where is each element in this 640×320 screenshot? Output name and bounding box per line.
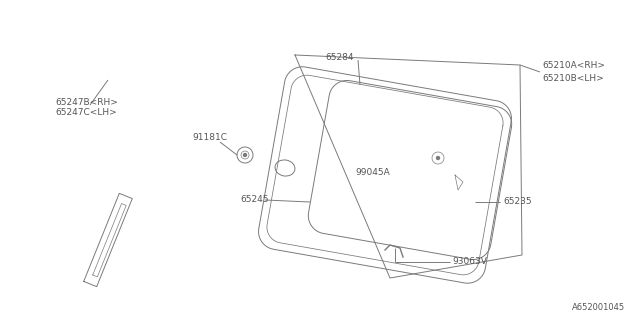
Text: 91181C: 91181C — [192, 132, 227, 141]
Text: 65235: 65235 — [503, 197, 532, 206]
Text: 65284: 65284 — [325, 52, 353, 61]
Text: A652001045: A652001045 — [572, 303, 625, 312]
Text: 65247B<RH>: 65247B<RH> — [55, 98, 118, 107]
Text: 65247C<LH>: 65247C<LH> — [55, 108, 116, 116]
Text: 65210B<LH>: 65210B<LH> — [542, 74, 604, 83]
Text: 99045A: 99045A — [355, 167, 390, 177]
Text: 65210A<RH>: 65210A<RH> — [542, 60, 605, 69]
Circle shape — [436, 156, 440, 159]
Text: 93063V: 93063V — [452, 258, 487, 267]
Circle shape — [243, 154, 246, 156]
Text: 65245: 65245 — [240, 196, 269, 204]
